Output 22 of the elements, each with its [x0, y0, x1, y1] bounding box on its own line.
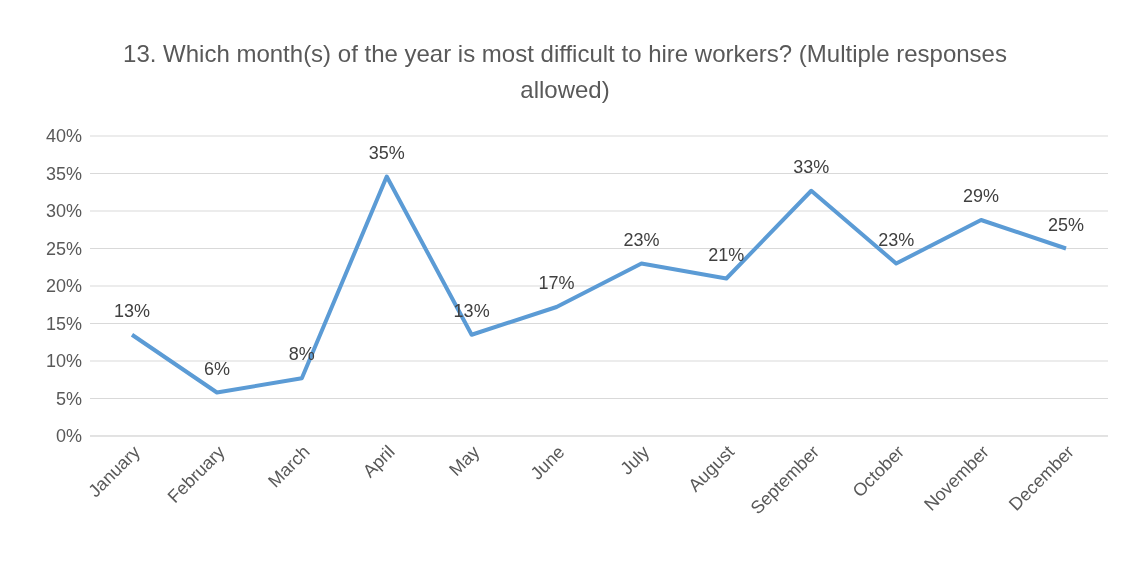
y-tick-label: 0%: [55, 426, 82, 447]
data-label: 13%: [113, 300, 151, 321]
data-label: 33%: [793, 156, 830, 177]
data-label: 21%: [708, 244, 745, 265]
y-tick-label: 10%: [45, 351, 82, 372]
x-tick-label: May: [445, 441, 484, 480]
y-tick-label: 25%: [45, 238, 82, 259]
y-tick-label: 35%: [45, 163, 82, 184]
data-label: 6%: [203, 358, 230, 379]
data-label: 29%: [963, 186, 1000, 206]
y-tick-label: 40%: [45, 126, 82, 147]
data-label: 23%: [878, 229, 915, 250]
y-tick-label: 30%: [45, 201, 82, 222]
y-tick-label: 5%: [55, 388, 82, 409]
y-tick-label: 20%: [45, 276, 82, 297]
y-tick-label: 15%: [45, 313, 82, 334]
x-tick-label: July: [616, 441, 654, 479]
data-label: 25%: [1047, 214, 1085, 235]
data-label: 35%: [368, 142, 405, 163]
data-label: 23%: [623, 229, 660, 250]
chart-title: 13. Which month(s) of the year is most difficult to hire workers? (Multiple responses allowed): [122, 39, 1008, 105]
data-label: 17%: [538, 273, 575, 293]
